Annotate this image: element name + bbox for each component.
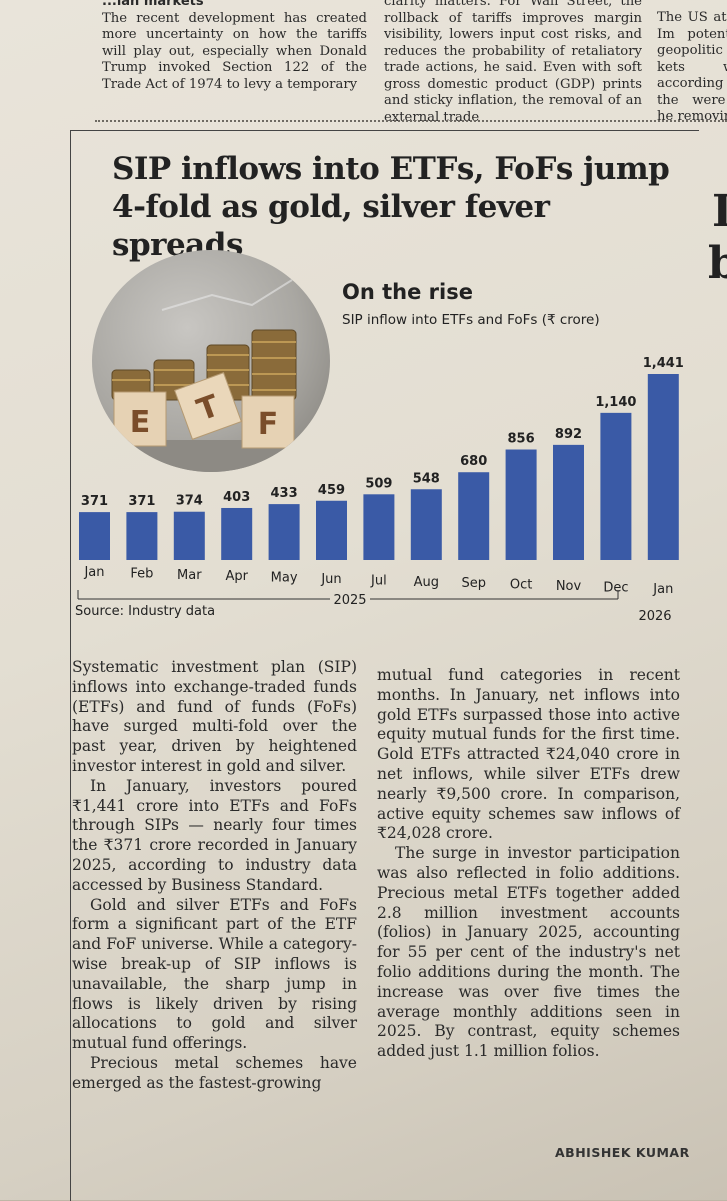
year-label-2026: 2026 — [638, 609, 671, 624]
bar-9 — [458, 472, 490, 560]
article-paragraph-2: In January, investors poured ₹1,441 cror… — [72, 776, 357, 894]
bar-3 — [173, 511, 205, 560]
bar-7 — [363, 494, 395, 560]
bar-value-label-7: 509 — [365, 476, 392, 491]
x-tick-label-1: Jan — [83, 565, 104, 580]
bar-value-label-13: 1,441 — [643, 356, 684, 371]
byline: ABHISHEK KUMAR — [555, 1145, 690, 1160]
chart-source: Source: Industry data — [75, 604, 216, 619]
bar-13 — [647, 374, 679, 560]
top-column-3-text: The US atile. Im potential geopolitic ke… — [657, 10, 727, 124]
headline: SIP inflows into ETFs, FoFs jump 4-fold … — [112, 150, 672, 264]
chart-subtitle: SIP inflow into ETFs and FoFs (₹ crore) — [342, 312, 600, 328]
right-column-fragment: I b — [708, 186, 727, 289]
top-column-2-text: clarity matters. For Wall Street, the ro… — [384, 0, 642, 125]
bar-1 — [79, 512, 110, 560]
chart-value-labels: 371 371 374 403 433 459 509 548 680 856 892 1,140 1,… — [81, 356, 684, 509]
top-column-1-text: The recent development has created more … — [102, 10, 367, 92]
x-tick-label-6: Jun — [320, 572, 341, 587]
bar-6 — [316, 500, 347, 560]
bar-8 — [410, 489, 442, 560]
chart-x-labels: Jan Feb Mar Apr May Jun Jul Aug Sep Oct Nov Dec Jan — [83, 565, 673, 597]
bar-11 — [553, 444, 584, 560]
bar-2 — [126, 512, 158, 560]
article-box-border — [70, 130, 699, 1201]
bar-value-label-3: 374 — [176, 494, 203, 509]
x-tick-label-12: Dec — [603, 580, 628, 595]
bar-chart: 371 371 374 403 433 459 509 548 680 856 892 1,140 1,… — [77, 356, 684, 624]
x-tick-label-8: Aug — [414, 575, 439, 590]
bar-value-label-11: 892 — [555, 427, 582, 442]
bar-4 — [221, 507, 253, 560]
column-separator-dots — [95, 120, 727, 122]
bar-5 — [268, 504, 300, 560]
etf-wooden-blocks: E T F — [113, 372, 295, 449]
headline-line-2: 4-fold as gold, silver fever spreads — [112, 189, 550, 263]
top-column-3: The US atile. Im potential geopolitic ke… — [657, 10, 727, 128]
article-paragraph-1: Systematic investment plan (SIP) inflows… — [72, 658, 357, 775]
article-body-col-2: mutual fund categories in recent months.… — [377, 666, 680, 1062]
article-paragraph-4: Precious metal schemes have emerged as t… — [72, 1053, 357, 1092]
bar-value-label-6: 459 — [318, 483, 345, 498]
x-tick-label-10: Oct — [510, 578, 532, 593]
chart-bars — [79, 374, 679, 560]
bar-value-label-10: 856 — [508, 432, 535, 447]
article-paragraph-6: The surge in investor participation was … — [377, 844, 680, 1061]
x-tick-label-5: May — [271, 571, 298, 586]
top-column-2: clarity matters. For Wall Street, the ro… — [384, 0, 642, 126]
bar-10 — [505, 449, 537, 560]
x-tick-label-3: Mar — [177, 568, 202, 583]
bar-value-label-4: 403 — [223, 490, 250, 505]
bar-12 — [600, 412, 632, 560]
x-tick-label-9: Sep — [461, 576, 486, 591]
top-column-1: ...ian markets The recent development ha… — [102, 0, 367, 93]
x-tick-label-7: Jul — [370, 573, 387, 588]
x-tick-label-4: Apr — [225, 569, 248, 584]
x-tick-label-13: Jan — [652, 582, 673, 597]
bar-value-label-8: 548 — [413, 471, 440, 486]
article-paragraph-3: Gold and silver ETFs and FoFs form a sig… — [72, 895, 357, 1053]
bar-value-label-1: 371 — [81, 494, 108, 509]
year-label-2025: 2025 — [333, 593, 366, 608]
block-letter-f: F — [258, 407, 279, 442]
bar-value-label-2: 371 — [128, 494, 155, 509]
headline-line-1: SIP inflows into ETFs, FoFs jump — [112, 151, 670, 187]
bar-value-label-9: 680 — [460, 454, 487, 469]
article-body-col-1: Systematic investment plan (SIP) inflows… — [72, 658, 357, 1094]
chart-title: On the rise — [342, 280, 473, 304]
x-tick-label-2: Feb — [130, 566, 153, 581]
block-letter-e: E — [130, 405, 151, 440]
x-tick-label-11: Nov — [556, 579, 582, 594]
article-paragraph-5: mutual fund categories in recent months.… — [377, 666, 680, 843]
bar-value-label-5: 433 — [271, 486, 298, 501]
bar-value-label-12: 1,140 — [595, 395, 636, 410]
top-column-1-heading: ...ian markets — [102, 0, 204, 9]
